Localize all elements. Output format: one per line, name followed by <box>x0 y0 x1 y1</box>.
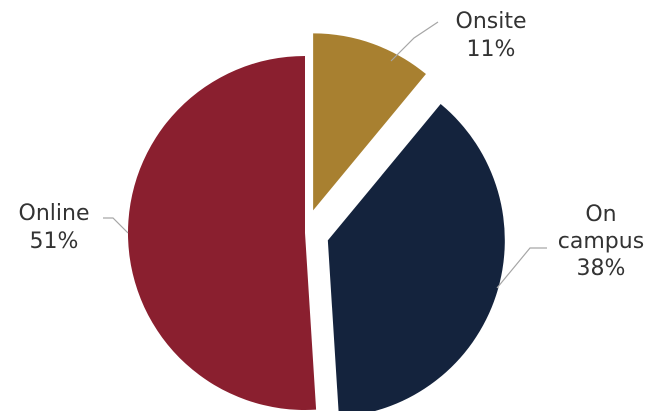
label-on-campus-pct: 38% <box>577 256 626 281</box>
leader-line-on-campus <box>496 247 547 289</box>
label-onsite-name: Onsite <box>456 9 527 34</box>
leader-line-online <box>103 217 129 234</box>
label-on-campus-line2: campus <box>558 229 644 254</box>
label-onsite-pct: 11% <box>467 37 516 62</box>
leader-lines <box>103 21 547 289</box>
label-online-pct: 51% <box>30 229 79 254</box>
label-on-campus-line1: On <box>585 202 616 227</box>
pie-slices <box>127 33 505 411</box>
pie-slice-on-campus <box>327 104 505 411</box>
pie-slice-online <box>127 56 317 411</box>
leader-line-onsite <box>390 21 439 62</box>
label-online-name: Online <box>19 201 90 226</box>
pie-slice-onsite <box>313 33 426 211</box>
